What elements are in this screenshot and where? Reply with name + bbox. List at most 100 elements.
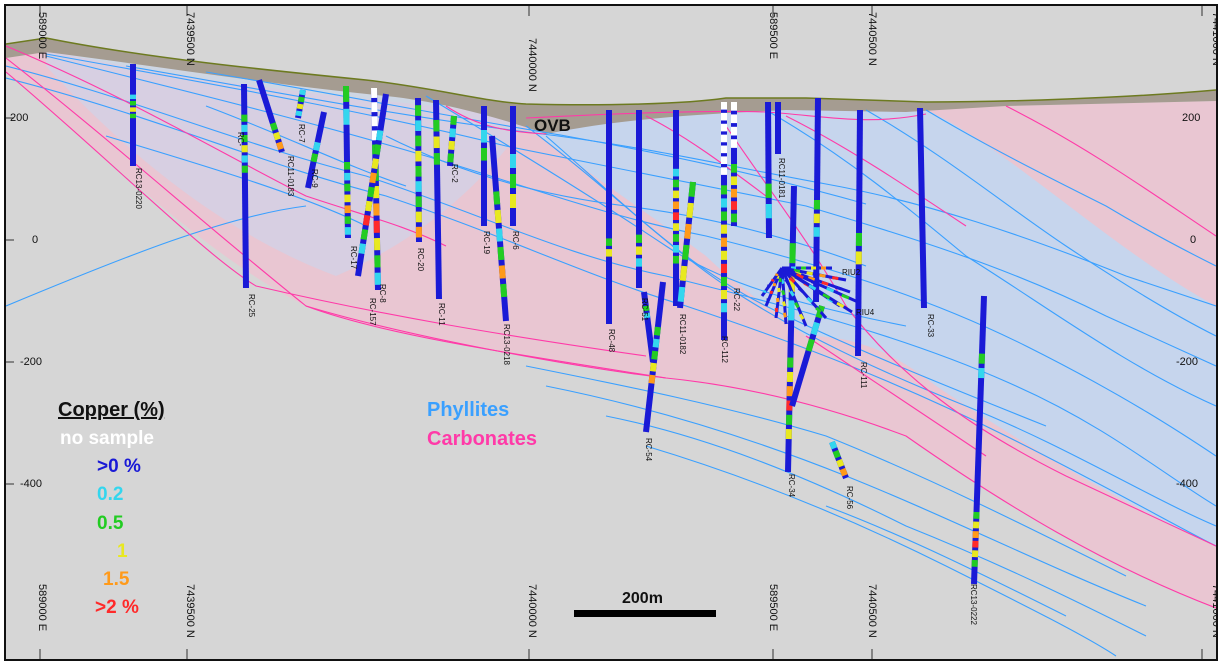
drillhole-assay-interval	[498, 265, 506, 279]
drillhole-assay-interval	[312, 141, 321, 151]
drillhole-assay-interval	[367, 186, 375, 198]
drillhole-assay-interval	[788, 276, 796, 284]
drillhole-label: RC11-0182	[678, 314, 687, 355]
drillhole-assay-interval	[821, 280, 829, 286]
drillhole-label: RC13-0218	[502, 324, 511, 365]
drillhole-label: RC-157	[368, 298, 377, 326]
drillhole-label: RC-54	[644, 438, 653, 462]
drillhole-assay-interval	[276, 141, 284, 151]
drillhole-assay-interval	[806, 296, 813, 304]
phyllites-label: Phyllites	[427, 399, 510, 421]
drillhole-assay-interval	[651, 350, 659, 360]
drillhole-assay-interval	[781, 289, 786, 296]
drillhole-assay-interval	[493, 191, 501, 205]
carbonates-label: Carbonates	[427, 428, 538, 450]
drillhole-assay-interval	[778, 277, 782, 283]
coord-top-7439500n: 7439500 N	[184, 12, 196, 66]
elevation-label-0-right: 0	[1190, 234, 1197, 246]
coord-top-7440000n: 7440000 N	[526, 38, 538, 92]
phyllite-contact-line	[545, 135, 1047, 427]
coord-bottom-589000e: 589000 E	[36, 584, 48, 632]
drillhole-assay-interval	[832, 449, 841, 459]
drillhole-label: RC-25	[247, 294, 256, 318]
drillhole-assay-interval	[826, 286, 835, 293]
drillhole-label: RC-17	[349, 246, 358, 270]
drillhole-assay-interval	[836, 301, 845, 309]
legend-0-2: 0.2	[97, 484, 124, 505]
drillhole-assay-interval	[806, 271, 813, 276]
carbonate-contact-line	[645, 115, 767, 197]
drillhole-label: RC-6	[511, 231, 520, 250]
coord-bottom-7439500n: 7439500 N	[184, 584, 196, 638]
drillhole-label: RC-20	[416, 248, 425, 272]
drillhole-assay-interval	[762, 290, 767, 294]
drillhole-assay-interval	[375, 129, 384, 141]
drillhole-label: RC-112	[720, 336, 729, 363]
carbonate-contact-line	[6, 71, 647, 357]
drillhole-assay-interval	[360, 229, 369, 240]
drillhole-label: RIU4	[856, 308, 875, 317]
drillhole-assay-interval	[777, 287, 781, 293]
drillhole-assay-interval	[794, 275, 803, 282]
drillhole-assay-interval	[831, 276, 839, 281]
drillhole-trace	[641, 291, 656, 363]
drillhole-assay-interval	[373, 144, 382, 155]
drillhole-assay-interval	[686, 202, 694, 219]
drillhole-label: RC-7	[297, 124, 306, 143]
drillhole-trace	[256, 79, 285, 153]
drillhole-assay-interval	[448, 140, 455, 150]
drillhole-assay-interval	[766, 284, 771, 288]
elevation-label-0-left: 0	[32, 234, 39, 246]
drillhole-label: RC-51	[640, 298, 649, 322]
drillhole-assay-interval	[365, 200, 373, 212]
drillhole-assay-interval	[822, 293, 831, 300]
ovb-label: OVB	[534, 116, 571, 135]
drillhole-trace	[917, 107, 927, 309]
elevation-label-200-left: 200	[10, 112, 29, 124]
carbonate-contact-line	[785, 115, 967, 227]
drillhole-label: RC-2	[450, 164, 459, 183]
coord-top-7441000n: 7441000 N	[1210, 12, 1218, 66]
scale-bar	[574, 610, 716, 617]
drillhole-assay-interval	[295, 110, 303, 117]
drillhole-assay-interval	[310, 153, 319, 163]
drillhole-label: RC-	[236, 132, 245, 147]
drillhole-assay-interval	[794, 302, 800, 309]
phyllites-zone	[526, 110, 1216, 546]
legend-no-sample: no sample	[60, 428, 154, 449]
drillhole-assay-interval	[836, 458, 845, 468]
coord-bottom-7441000n: 7441000 N	[1210, 584, 1218, 638]
drillhole-assay-interval	[774, 273, 779, 277]
elevation-label-minus400-left: -400	[20, 478, 43, 490]
phyllite-contact-line	[125, 65, 1216, 307]
phyllite-contact-line	[645, 445, 1117, 657]
coord-top-589000e: 589000 E	[36, 12, 48, 60]
drillhole-assay-interval	[679, 265, 688, 282]
coord-bottom-7440000n: 7440000 N	[526, 584, 538, 638]
drillhole-assay-interval	[642, 305, 650, 312]
drillhole-assay-interval	[296, 103, 304, 110]
drillhole-assay-interval	[496, 228, 503, 242]
phyllite-contact-line	[525, 365, 1127, 577]
drillhole-assay-interval	[648, 374, 656, 384]
phyllite-contact-line	[45, 53, 1216, 367]
drillhole-assay-interval	[369, 172, 377, 184]
drillhole-assay-interval	[784, 278, 790, 286]
drillhole-label: RC-34	[787, 474, 796, 498]
drillhole-label: RC11-0183	[286, 156, 295, 197]
drillhole-assay-interval	[688, 181, 696, 198]
drillhole-assay-interval	[805, 338, 815, 352]
drillhole-assay-interval	[447, 153, 454, 163]
drillhole-assay-interval	[358, 243, 366, 255]
drillhole-label: RC-33	[926, 314, 935, 338]
drillhole-assay-interval	[681, 244, 690, 261]
drillhole-assay-interval	[362, 214, 371, 226]
phyllite-contact-line	[825, 505, 1067, 617]
drillhole-trace	[433, 99, 442, 300]
drillhole-assay-interval	[649, 362, 657, 372]
drillhole-assay-interval	[371, 158, 380, 170]
drillhole-label: RC-8	[378, 284, 387, 303]
drillhole-label: RC-111	[859, 362, 868, 389]
drillhole-assay-interval	[810, 280, 820, 286]
geologic-cross-section	[6, 6, 1216, 659]
